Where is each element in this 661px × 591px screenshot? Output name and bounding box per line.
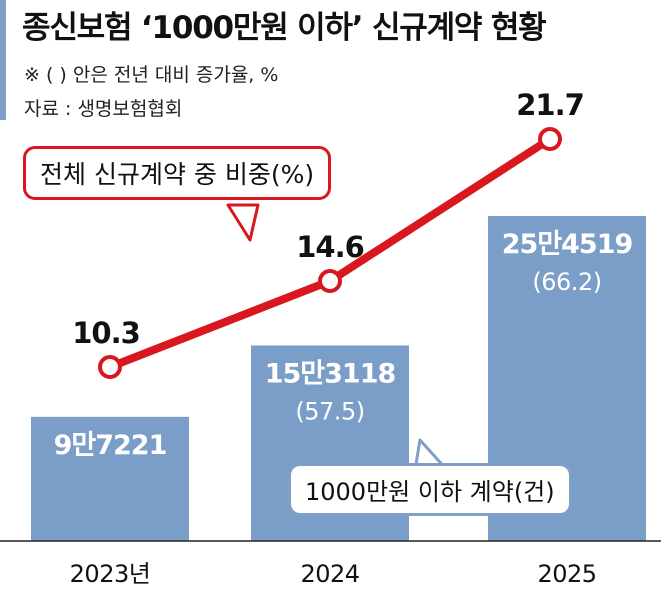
x-tick-label: 2024 <box>300 560 359 588</box>
bar-growth-label: (66.2) <box>532 268 601 296</box>
share-value-label: 21.7 <box>516 88 584 122</box>
line-legend-callout: 전체 신규계약 중 비중(%) <box>23 146 332 200</box>
x-tick-label: 2025 <box>537 560 596 588</box>
share-point <box>538 127 562 151</box>
share-point <box>98 355 122 379</box>
bar-legend-callout: 1000만원 이하 계약(건) <box>288 463 572 516</box>
bar-value-label: 15만3118 <box>265 358 396 389</box>
bar-value-label: 25만4519 <box>502 229 633 260</box>
share-value-label: 14.6 <box>296 230 364 264</box>
chart-source: 자료 : 생명보험협회 <box>24 98 183 120</box>
share-point <box>318 269 342 293</box>
bar-2023년 <box>31 416 189 541</box>
share-value-label: 10.3 <box>72 316 140 350</box>
bar-growth-label: (57.5) <box>295 397 364 425</box>
x-tick-label: 2023년 <box>70 560 151 588</box>
bar-value-label: 9만7221 <box>54 430 167 461</box>
chart-note: ※ ( ) 안은 전년 대비 증가율, % <box>24 64 279 86</box>
chart-title: 종신보험 ‘1000만원 이하’ 신규계약 현황 <box>22 10 547 46</box>
line-callout-tail <box>226 203 260 242</box>
accent-bar <box>0 0 6 120</box>
